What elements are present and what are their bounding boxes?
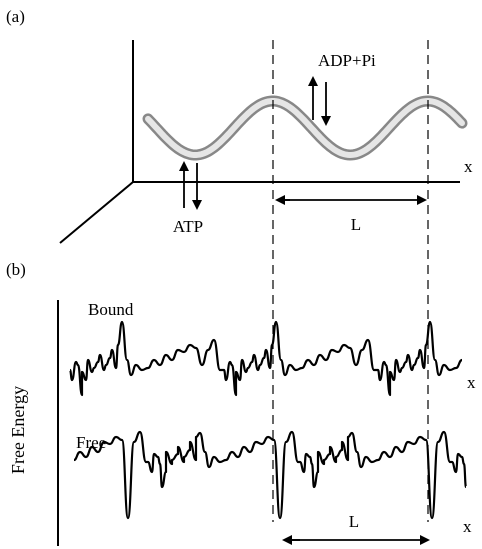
annotation: ATP (173, 217, 203, 236)
annotation: L (351, 215, 361, 234)
panel-label: (a) (6, 7, 25, 26)
y-axis-label: Free Energy (8, 386, 28, 474)
energy-curve (73, 430, 468, 520)
energy-curve (68, 320, 463, 397)
curve-label: Free (76, 433, 106, 452)
filament (142, 95, 468, 161)
filament-highlight (145, 97, 465, 159)
curve-label: Bound (88, 300, 134, 319)
axis-label: x (467, 373, 476, 392)
axis-label: x (463, 517, 472, 536)
axis-label: x (464, 157, 473, 176)
annotation: ADP+Pi (318, 51, 376, 70)
panel-label: (b) (6, 260, 26, 279)
annotation: L (349, 512, 359, 531)
axis (59, 181, 134, 244)
